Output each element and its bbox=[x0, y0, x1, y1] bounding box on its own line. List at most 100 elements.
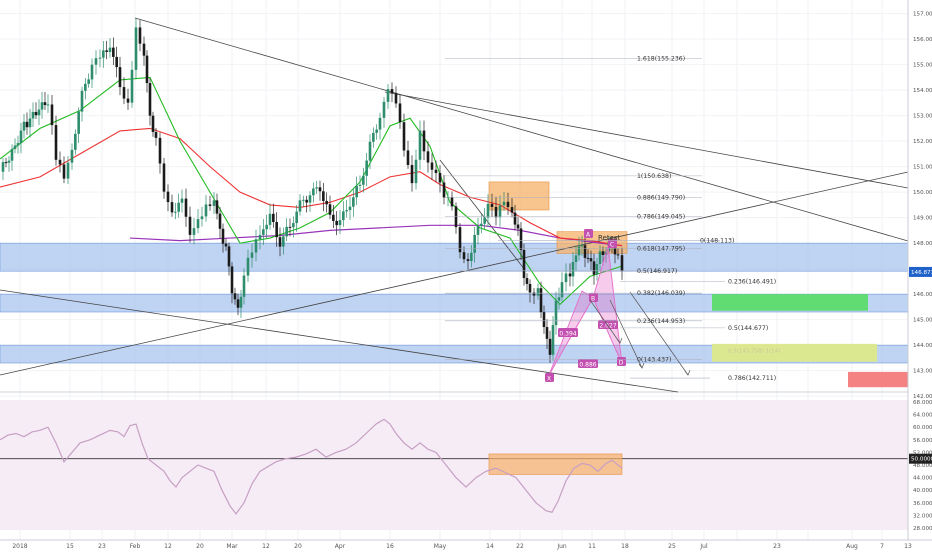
price-tick-label: 148.00 bbox=[913, 241, 932, 247]
candle-body bbox=[536, 288, 540, 296]
time-tick-label: 11 bbox=[588, 543, 596, 550]
candle-body bbox=[372, 132, 375, 142]
price-tick-label: 142.00 bbox=[913, 394, 932, 400]
candle-body bbox=[328, 204, 332, 215]
time-tick-label: Aug bbox=[846, 543, 858, 550]
candle-body bbox=[592, 261, 596, 275]
candle-body bbox=[426, 151, 430, 163]
candle-body bbox=[43, 102, 47, 106]
candle-body bbox=[142, 43, 146, 56]
candle-body bbox=[513, 212, 517, 225]
fib-level-label: 0.236(144.953) bbox=[637, 318, 685, 325]
candle-body bbox=[355, 185, 358, 198]
candle-body bbox=[236, 299, 240, 308]
price-tick-label: 157.00 bbox=[913, 12, 932, 18]
time-tick-label: 13 bbox=[904, 543, 912, 550]
time-tick-label: 7 bbox=[880, 543, 884, 550]
price-tick-label: 153.00 bbox=[913, 114, 932, 120]
candle-body bbox=[1, 162, 5, 172]
candle-body bbox=[598, 251, 602, 264]
candle-body bbox=[422, 130, 426, 152]
candle-body bbox=[522, 249, 526, 279]
candle-body bbox=[84, 83, 87, 91]
candle-body bbox=[134, 27, 138, 70]
candle-body bbox=[80, 90, 84, 112]
candle-body bbox=[184, 198, 188, 217]
candle-body bbox=[118, 67, 122, 88]
candle-body bbox=[166, 191, 170, 203]
candle-body bbox=[325, 200, 328, 205]
candle-body bbox=[551, 325, 555, 355]
candle-body bbox=[126, 98, 130, 103]
fib-level-label: 0.5(146.917) bbox=[637, 268, 677, 275]
oscillator-tick-label: 28.0000 bbox=[913, 526, 932, 532]
candle-body bbox=[476, 226, 480, 235]
candle-body bbox=[528, 283, 532, 293]
candle-body bbox=[108, 47, 112, 52]
ratio-label: 0.886 bbox=[579, 362, 596, 369]
time-tick-label: 2018 bbox=[12, 543, 27, 550]
candle-body bbox=[31, 111, 35, 119]
ratio-label: 0.394 bbox=[559, 331, 576, 338]
candle-body bbox=[418, 130, 422, 160]
oscillator-tick-label: 36.0000 bbox=[913, 501, 932, 507]
candle-body bbox=[557, 297, 561, 301]
candle-body bbox=[102, 50, 105, 58]
fib-level-label: 0.786(149.045) bbox=[637, 214, 685, 221]
oscillator-tick-label: 56.0000 bbox=[913, 438, 932, 444]
target-box-green bbox=[712, 294, 868, 311]
pattern-point-label: B bbox=[591, 296, 595, 303]
oscillator-tick-label: 48.0000 bbox=[913, 463, 932, 469]
candle-body bbox=[162, 163, 166, 192]
candle-body bbox=[66, 162, 70, 179]
fib-level-label: 1(150.638) bbox=[637, 173, 671, 180]
ratio-badge bbox=[558, 328, 578, 337]
candle-body bbox=[200, 216, 204, 220]
candle-body bbox=[192, 228, 196, 235]
zone-label-yellow: 0.5(143.758) 1(14) bbox=[728, 348, 780, 354]
candle-body bbox=[332, 214, 335, 221]
candle-body bbox=[230, 266, 234, 294]
candle-body bbox=[239, 296, 243, 308]
candle-body bbox=[145, 55, 149, 84]
candle-body bbox=[305, 199, 308, 203]
candle-body bbox=[250, 252, 254, 258]
candle-body bbox=[315, 187, 318, 189]
oscillator-pane bbox=[0, 400, 908, 530]
candle-body bbox=[54, 125, 58, 160]
candle-body bbox=[285, 226, 288, 237]
candle-body bbox=[115, 56, 118, 68]
candle-body bbox=[506, 201, 510, 208]
candle-body bbox=[338, 220, 342, 226]
candle-body bbox=[246, 257, 250, 276]
fib-level-label: 0(148.113) bbox=[700, 237, 734, 244]
candle-body bbox=[292, 223, 295, 228]
price-tick-label: 149.00 bbox=[913, 216, 932, 222]
candle-body bbox=[438, 173, 442, 183]
time-tick-label: 23 bbox=[98, 543, 106, 550]
time-tick-label: 12 bbox=[164, 543, 172, 550]
candle-body bbox=[580, 245, 584, 247]
candle-body bbox=[410, 164, 414, 184]
time-tick-label: 20 bbox=[196, 543, 204, 550]
candle-body bbox=[254, 239, 258, 253]
projection-arrow bbox=[589, 299, 621, 344]
candle-body bbox=[19, 130, 23, 144]
price-tick-label: 152.00 bbox=[913, 139, 932, 145]
candle-body bbox=[394, 93, 398, 104]
candle-body bbox=[37, 109, 41, 116]
candle-body bbox=[583, 245, 587, 258]
time-tick-label: 23 bbox=[773, 543, 781, 550]
candle-body bbox=[473, 234, 476, 253]
candle-body bbox=[586, 257, 590, 259]
candle-body bbox=[154, 132, 158, 138]
candle-body bbox=[87, 79, 90, 84]
candle-body bbox=[548, 338, 552, 355]
candle-body bbox=[105, 50, 108, 52]
candle-body bbox=[480, 223, 483, 227]
candle-body bbox=[302, 199, 305, 201]
trend-line bbox=[439, 159, 526, 271]
candle-body bbox=[148, 83, 152, 116]
